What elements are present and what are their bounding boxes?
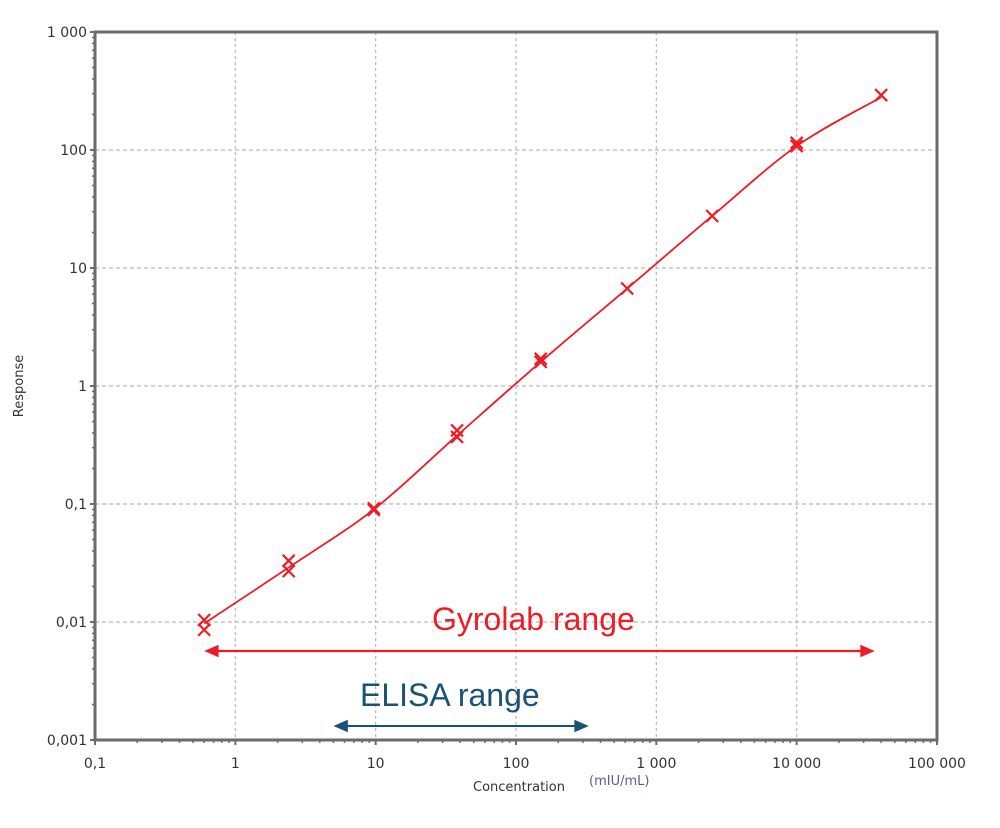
elisa-range-arrow: [333, 719, 589, 733]
data-point-x-icon: [533, 355, 548, 369]
data-point-x-icon: [197, 622, 211, 637]
x-tick-label: 100: [503, 756, 530, 772]
y-tick-label: 100: [60, 143, 87, 159]
data-point-x-icon: [533, 352, 548, 366]
x-tick-label: 1 000: [636, 756, 676, 772]
x-tick-label: 0,1: [84, 756, 106, 772]
data-point-x-icon: [705, 209, 719, 223]
y-tick-label: 1 000: [47, 25, 87, 41]
data-point-x-icon: [281, 564, 296, 578]
x-tick-label: 10: [367, 756, 385, 772]
data-point-x-icon: [874, 88, 888, 102]
minor-ticks: [90, 31, 938, 745]
y-axis-tick-labels: 0,001 0,01 0,1 1 10 100 1 000: [47, 25, 87, 749]
data-point-x-icon: [367, 503, 381, 517]
plot-frame: [93, 30, 939, 742]
data-point-x-icon: [620, 281, 634, 296]
x-tick-label: 10 000: [772, 756, 821, 772]
data-point-x-icon: [789, 139, 804, 153]
data-point-x-icon: [450, 430, 464, 444]
x-axis-title: Concentration: [473, 780, 565, 795]
data-point-x-icon: [197, 613, 211, 627]
data-point-markers: [197, 88, 888, 637]
x-tick-label: 1: [231, 756, 240, 772]
y-tick-label: 0,01: [56, 615, 87, 631]
data-point-x-icon: [281, 554, 296, 568]
gyrolab-range-arrow: [204, 644, 875, 658]
x-axis-tick-labels: 0,1 1 10 100 1 000 10 000 100 000: [84, 756, 966, 772]
elisa-range-label: ELISA range: [360, 677, 540, 713]
data-point-x-icon: [367, 501, 381, 516]
gyrolab-range-label: Gyrolab range: [432, 601, 635, 637]
y-tick-label: 1: [78, 379, 87, 395]
x-axis-unit: (mIU/mL): [589, 774, 649, 789]
data-point-x-icon: [789, 136, 804, 150]
y-axis-title: Response: [12, 355, 27, 417]
y-tick-label: 0,001: [47, 733, 87, 749]
grid-lines: [95, 32, 937, 740]
x-tick-label: 100 000: [908, 756, 966, 772]
y-tick-label: 10: [69, 261, 87, 277]
y-tick-label: 0,1: [65, 497, 87, 513]
